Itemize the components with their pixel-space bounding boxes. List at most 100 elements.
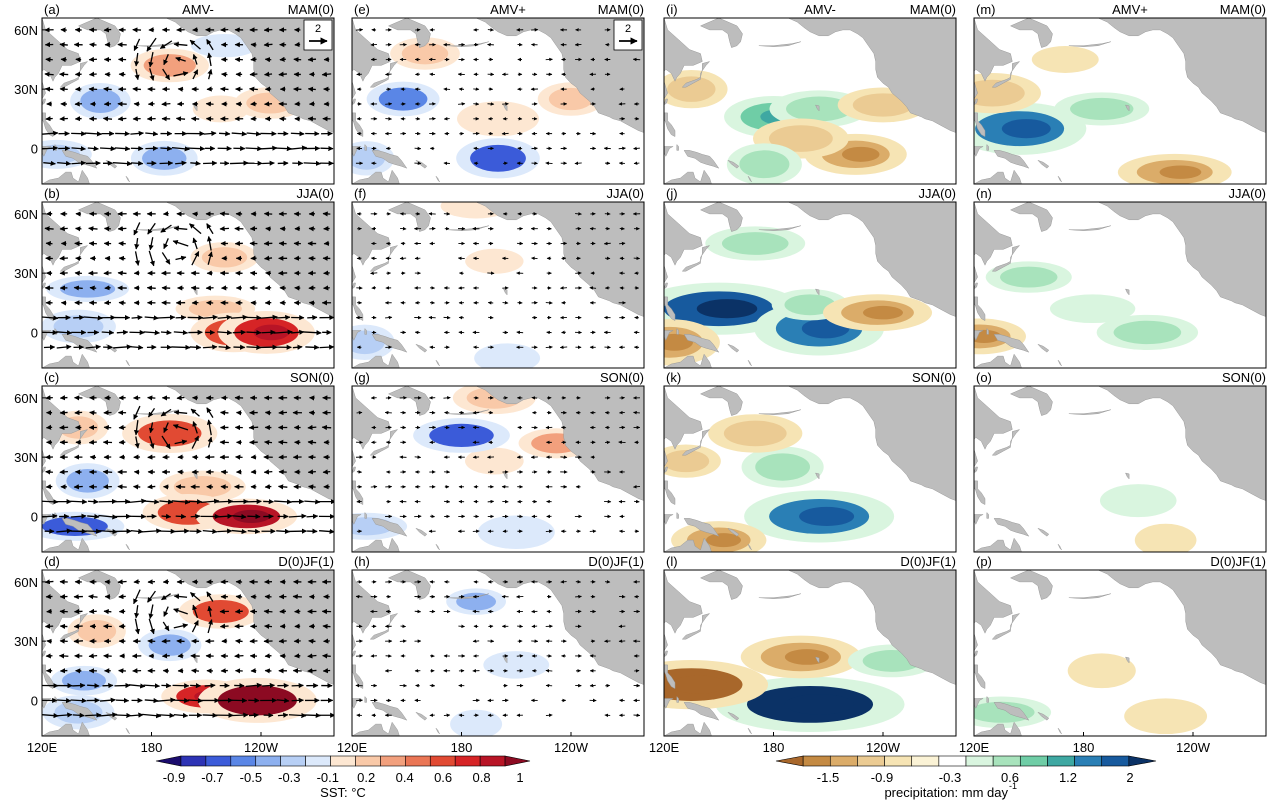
wind-vector <box>117 116 127 122</box>
wind-vector <box>487 499 495 504</box>
wind-vector <box>264 57 272 63</box>
panel-content <box>664 570 956 736</box>
wind-vector <box>207 619 213 634</box>
land-vanuatu <box>1057 359 1062 367</box>
map-panel-e: 2 (e) MAM(0) AMV+ <box>351 2 645 185</box>
panel-frame <box>973 17 1267 185</box>
land-aleutian <box>1068 409 1111 415</box>
wind-vector <box>113 712 132 719</box>
wind-vector <box>59 226 68 232</box>
wind-vector <box>290 131 305 137</box>
land-solomon <box>727 160 740 169</box>
wind-vector <box>88 608 97 615</box>
land-vanuatu <box>125 175 130 183</box>
sst-colorbar-tick-label: 0.4 <box>396 770 414 785</box>
wind-vector <box>112 160 133 167</box>
wind-vector <box>278 638 287 644</box>
land-phil <box>664 480 676 506</box>
land-vanuatu <box>747 543 752 551</box>
land-japan <box>369 429 399 456</box>
wind-vector <box>103 86 112 92</box>
land-halmahera <box>676 143 679 151</box>
land-png <box>683 150 720 169</box>
land-hawaii <box>1125 288 1130 296</box>
land-asia <box>664 202 703 298</box>
wind-vector <box>175 160 187 166</box>
wind-vector <box>116 329 129 335</box>
wind-vector <box>163 238 169 250</box>
wind-vector <box>161 638 171 644</box>
wind-vector <box>279 56 286 62</box>
land-vanuatu <box>747 727 752 735</box>
wind-vector <box>502 300 509 305</box>
land-png <box>993 702 1030 721</box>
wind-vector <box>321 424 332 431</box>
wind-vector <box>219 211 229 217</box>
wind-vector <box>278 439 288 445</box>
precip-colorbar-tick-label: 1.2 <box>1059 770 1077 785</box>
wind-vector <box>207 52 213 67</box>
precip-colorbar-swatch <box>829 755 858 767</box>
precip-colorbar-swatch <box>857 755 885 767</box>
anomaly-core <box>474 252 514 270</box>
wind-vector <box>73 314 85 321</box>
wind-vector <box>633 146 640 151</box>
map-panel-j: (j) JJA(0) <box>663 186 957 369</box>
wind-vector <box>56 330 73 336</box>
land-japan <box>59 245 89 272</box>
wind-vector <box>117 270 127 276</box>
wind-vector <box>45 424 53 430</box>
wind-vector <box>443 713 451 718</box>
anomaly-core <box>1137 704 1194 729</box>
wind-vector <box>245 146 263 152</box>
wind-vector <box>163 422 169 433</box>
wind-vector <box>157 697 176 703</box>
wind-vector <box>472 639 480 643</box>
land-phil <box>352 664 364 690</box>
anomaly-core <box>202 99 240 118</box>
lat-tick-label: 0 <box>31 325 38 340</box>
land-solomon <box>415 344 428 353</box>
anomaly-peak <box>1133 325 1172 339</box>
wind-vector <box>633 410 640 415</box>
wind-vector <box>307 668 317 674</box>
map-panel-o: (o) SON(0) <box>973 370 1267 553</box>
land-taiwan <box>664 282 668 290</box>
wind-vector <box>89 285 97 291</box>
wind-vector <box>175 116 186 122</box>
land-taiwan <box>974 98 978 106</box>
anomaly-core <box>142 146 187 170</box>
wind-vector <box>487 28 494 32</box>
land-kamchatka <box>699 386 743 416</box>
panel-frame <box>351 385 645 553</box>
panel-season: JJA(0) <box>918 186 956 201</box>
wind-vector <box>44 579 54 585</box>
reference-vector-box <box>303 19 333 51</box>
wind-vector <box>246 131 262 137</box>
wind-vector <box>144 315 159 321</box>
anomaly-core <box>1079 659 1125 683</box>
wind-vector <box>173 712 189 719</box>
panel-season: MAM(0) <box>1220 2 1266 17</box>
wind-vector <box>148 604 154 620</box>
wind-vector <box>307 469 316 475</box>
wind-vector <box>157 314 176 321</box>
wind-vector <box>517 624 524 629</box>
wind-vector <box>130 160 144 166</box>
wind-vector <box>294 41 301 48</box>
wind-vector <box>219 623 229 629</box>
wind-vector <box>385 102 393 106</box>
land-taiwan <box>352 466 356 474</box>
anomaly-peak <box>706 533 741 548</box>
wind-vector <box>306 513 319 519</box>
anomaly-core <box>470 144 526 172</box>
wind-vector <box>275 314 291 321</box>
anomaly-peak <box>157 426 192 441</box>
land-phil <box>664 664 676 690</box>
wind-vector <box>114 682 131 689</box>
anomaly-peak <box>784 649 829 665</box>
wind-vector <box>190 160 201 166</box>
wind-vector <box>249 71 258 77</box>
land-japan <box>991 245 1021 272</box>
